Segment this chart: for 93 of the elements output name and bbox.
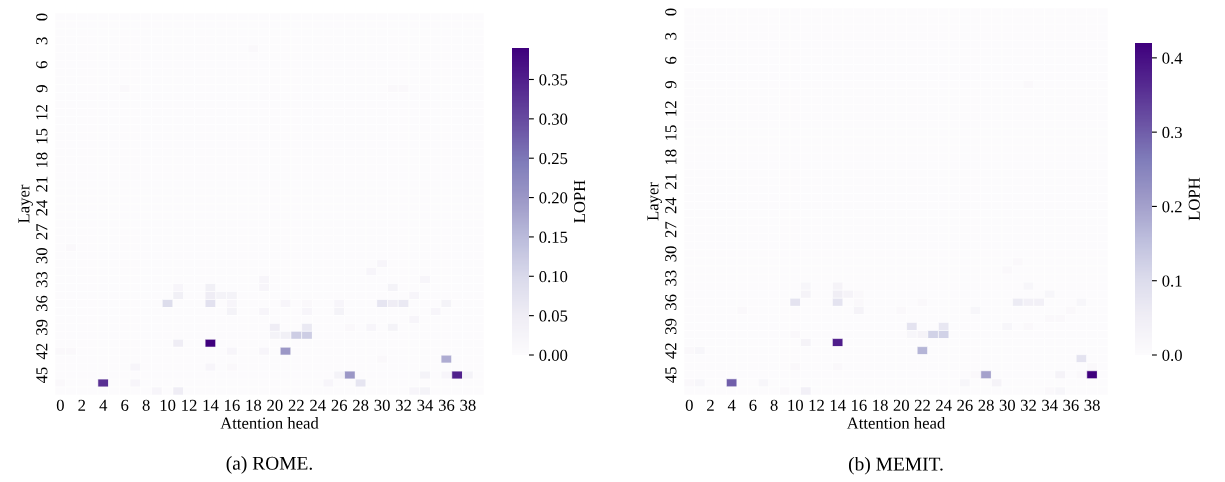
y-tick-label: 33 [36,271,48,288]
y-tick-label: 3 [36,37,48,45]
color-bar-label: 0.05 [539,310,568,322]
x-tick-label: 18 [873,399,888,411]
color-bar-label: 0.20 [539,192,568,204]
y-tick-label: 12 [665,101,677,116]
x-tick-label: 24 [310,399,326,411]
x-tick-label: 22 [288,399,304,411]
x-tick-label: 34 [417,399,434,411]
x-tick-label: 14 [203,399,219,411]
y-tick-label: 45 [665,367,677,383]
color-bar-label: 0.3 [1162,126,1182,139]
y-tick-label: 6 [36,61,48,69]
x-tick-label: 6 [749,399,757,411]
y-tick-label: 36 [665,294,677,310]
y-tick-label: 3 [665,32,677,40]
x-tick-label: 14 [830,399,846,411]
color-bar-title: LOPH [1188,177,1200,221]
y-tick-label: 36 [36,295,48,312]
x-tick-label: 2 [78,399,86,411]
y-tick-label: 33 [665,270,677,286]
x-tick-label: 26 [331,399,348,411]
x-tick-label: 20 [893,399,909,411]
y-tick-label: 15 [665,125,677,140]
y-tick-label: 15 [36,128,48,144]
x-tick-label: 10 [160,399,176,411]
color-bar-label: 0.25 [539,152,568,165]
x-tick-label: 32 [1020,399,1036,411]
x-tick-label: 4 [99,399,108,411]
y-tick-label: 21 [36,176,48,192]
x-tick-label: 18 [246,399,262,411]
x-tick-label: 8 [770,399,778,411]
y-tick-label: 42 [36,343,48,360]
y-tick-label: 42 [665,343,677,359]
color-bar-label: 0.1 [1162,275,1182,287]
y-tick-label: 21 [665,174,677,189]
y-tick-label: 0 [665,8,677,16]
y-tick-label: 27 [665,221,677,238]
color-bar-label: 0.4 [1162,52,1183,64]
color-bar-label: 0.30 [539,113,568,125]
x-tick-label: 16 [225,399,240,411]
y-tick-label: 27 [36,224,48,240]
x-tick-label: 4 [727,399,736,411]
y-tick-label: 30 [665,246,677,262]
y-tick-label: 9 [665,81,677,89]
x-tick-label: 38 [1084,399,1100,411]
x-tick-label: 32 [396,399,411,411]
y-axis-title: Layer [647,182,662,221]
x-tick-label: 0 [56,399,64,411]
x-tick-label: 16 [852,399,867,411]
y-axis-title: Layer [18,184,33,223]
x-tick-label: 36 [1063,399,1079,411]
x-tick-label: 36 [438,399,455,411]
x-tick-label: 28 [978,399,994,411]
x-tick-label: 12 [182,399,197,411]
color-bar-label: 0.2 [1162,201,1182,213]
y-tick-label: 0 [36,13,48,21]
y-tick-label: 9 [36,85,48,93]
y-tick-label: 45 [36,367,48,384]
color-bar-title: LOPH [573,180,586,223]
y-tick-label: 18 [665,149,677,165]
y-tick-label: 18 [36,152,48,168]
y-tick-label: 30 [36,248,48,264]
text: (b) MEMIT. [848,456,943,475]
x-tick-label: 26 [957,399,973,411]
color-bar-label: 0.0 [1162,349,1182,362]
y-tick-label: 12 [36,105,48,120]
y-tick-label: 39 [36,319,48,335]
x-tick-label: 2 [707,399,714,411]
x-tick-label: 28 [353,399,369,411]
text: (a) ROME. [226,456,312,474]
x-tick-label: 10 [788,399,803,411]
color-bar-label: 0.35 [539,74,568,86]
x-tick-label: 6 [121,399,129,411]
x-tick-label: 30 [374,399,390,411]
x-tick-label: 38 [460,399,476,411]
color-bar-label: 0.15 [539,231,568,243]
x-tick-label: 34 [1042,399,1058,411]
x-tick-label: 0 [685,399,693,411]
x-tick-label: 30 [999,399,1015,411]
x-tick-label: 8 [142,399,150,411]
y-tick-label: 24 [665,197,677,214]
x-axis-title: Attention head [220,417,319,429]
x-tick-label: 20 [267,399,283,411]
color-bar-label: 0.00 [539,349,568,362]
color-bar-label: 0.10 [539,270,568,283]
y-tick-label: 39 [665,318,677,335]
y-tick-label: 6 [665,56,677,64]
x-tick-label: 22 [914,399,930,411]
x-axis-title: Attention head [846,417,946,429]
x-tick-label: 24 [936,399,952,411]
x-tick-label: 12 [809,399,824,411]
y-tick-label: 24 [36,199,48,216]
